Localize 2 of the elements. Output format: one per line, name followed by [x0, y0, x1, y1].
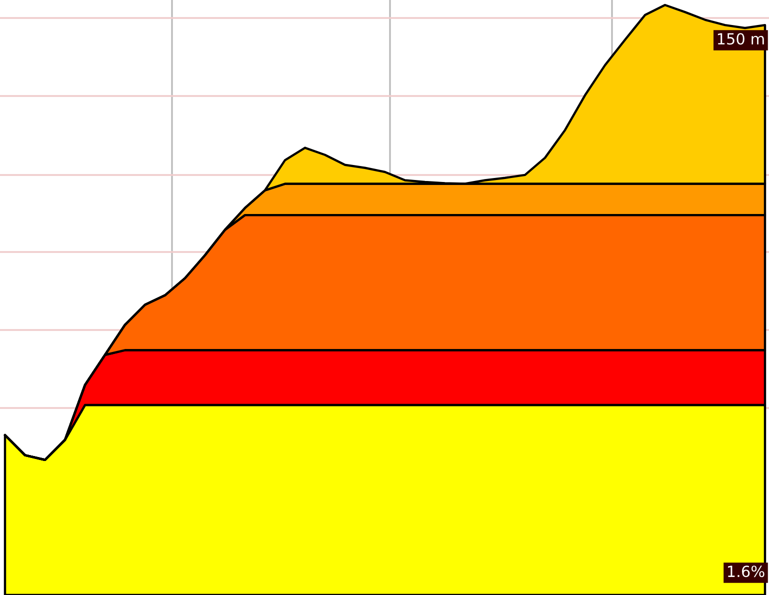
annotation: 150 m: [718, 33, 764, 45]
annotation: 1.6%: [728, 566, 764, 578]
